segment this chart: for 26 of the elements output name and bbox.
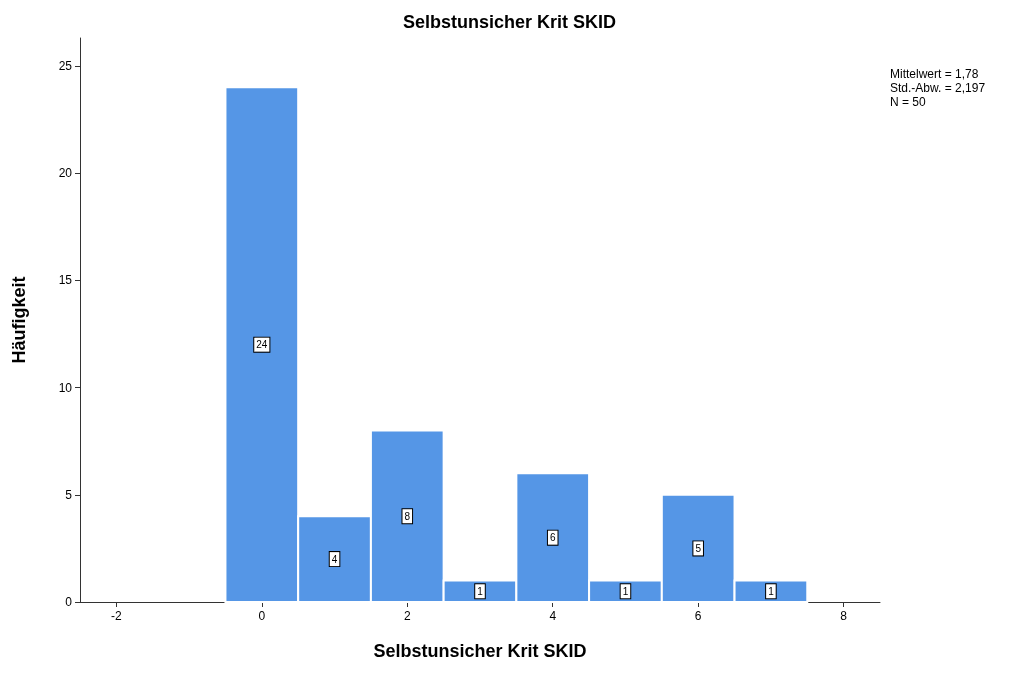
x-tick-label: 0 xyxy=(258,609,266,623)
data-label: 1 xyxy=(477,585,484,597)
x-tick-label: 4 xyxy=(549,609,557,623)
data-label: 4 xyxy=(331,553,338,565)
chart-title: Selbstunsicher Krit SKID xyxy=(402,12,617,32)
data-label: 5 xyxy=(695,542,702,554)
data-label: 24 xyxy=(256,339,268,351)
y-axis-title: Häufigkeit xyxy=(9,276,29,364)
data-label: 1 xyxy=(622,585,629,597)
x-axis-title: Selbstunsicher Krit SKID xyxy=(373,641,587,661)
x-tick-label: 2 xyxy=(403,609,411,623)
y-tick-label: 20 xyxy=(58,166,73,181)
text: Mittelwert = 1,78 xyxy=(890,67,979,81)
data-label: 8 xyxy=(404,510,411,522)
x-tick-label: 8 xyxy=(840,609,848,623)
y-tick-label: 5 xyxy=(65,487,73,502)
y-tick-label: 10 xyxy=(58,380,73,395)
data-label: 6 xyxy=(549,532,556,544)
text: Std.-Abw. = 2,197 xyxy=(890,81,986,95)
y-tick-label: 25 xyxy=(58,58,73,73)
y-tick-label: 0 xyxy=(65,595,73,609)
text: N = 50 xyxy=(890,95,927,109)
data-label: 1 xyxy=(768,585,775,597)
x-tick-label: 6 xyxy=(694,609,702,623)
y-tick-label: 15 xyxy=(58,273,73,288)
x-tick-label: -2 xyxy=(111,609,123,623)
